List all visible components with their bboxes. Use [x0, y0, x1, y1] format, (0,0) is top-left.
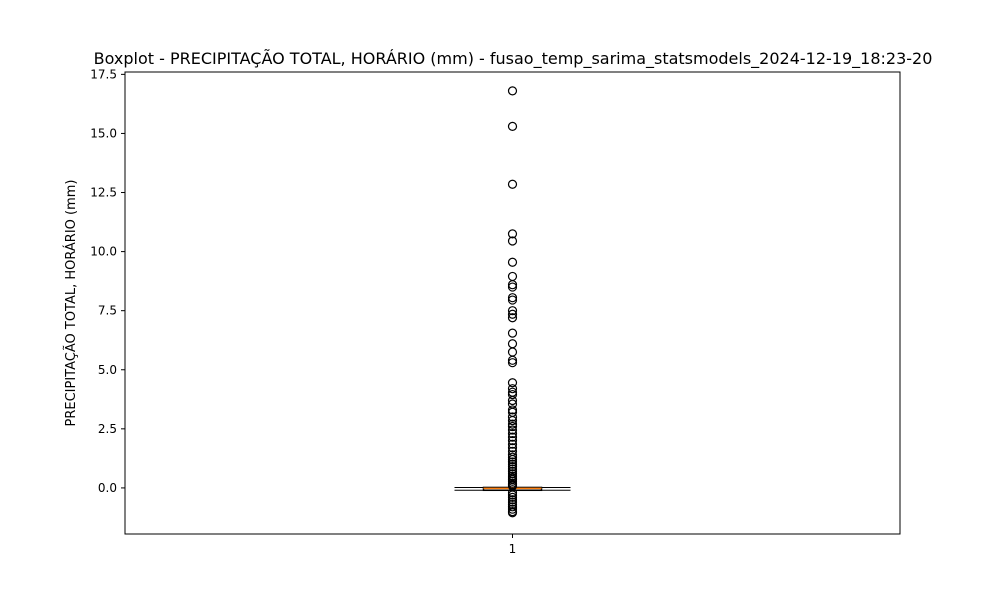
outlier-point: [507, 488, 518, 498]
outlier-point: [507, 495, 518, 505]
outlier-point: [507, 452, 518, 462]
outlier-point: [507, 282, 518, 292]
outlier-point: [507, 295, 518, 305]
outlier-point: [507, 497, 518, 507]
outlier-point: [507, 490, 518, 500]
outlier-point: [507, 450, 518, 460]
outlier-point: [507, 236, 518, 246]
outlier-point: [507, 454, 518, 465]
outlier-point: [507, 432, 518, 442]
chart-title: Boxplot - PRECIPITAÇÃO TOTAL, HORÁRIO (m…: [94, 49, 933, 69]
outlier-point: [507, 464, 518, 474]
outlier-point: [507, 271, 518, 282]
outlier-point: [507, 436, 518, 446]
outlier-point: [507, 229, 518, 239]
outlier-point: [507, 306, 518, 316]
outlier-point: [507, 339, 518, 349]
outlier-point: [507, 328, 518, 338]
outlier-point: [507, 504, 518, 514]
outlier-point: [507, 384, 518, 394]
outlier-point: [507, 86, 518, 96]
x-tick-label: 1: [509, 542, 517, 556]
y-tick-label: 15.0: [90, 126, 117, 140]
outlier-point: [507, 280, 518, 290]
outlier-point: [507, 508, 518, 518]
outlier-point: [507, 355, 518, 365]
outlier-point: [507, 419, 518, 429]
outlier-point: [507, 457, 518, 467]
outlier-point: [507, 412, 518, 422]
outlier-point: [507, 415, 518, 426]
outlier-point: [507, 421, 518, 432]
y-tick-label: 0.0: [98, 481, 117, 495]
outlier-point: [507, 358, 518, 368]
outlier-point: [507, 462, 518, 472]
outlier-point: [507, 428, 518, 439]
outlier-point: [507, 459, 518, 469]
outlier-point: [507, 309, 518, 319]
y-tick-label: 10.0: [90, 245, 117, 259]
y-tick-label: 17.5: [90, 67, 117, 81]
plot-area: [454, 86, 571, 518]
outlier-point: [507, 313, 518, 323]
outlier-point: [507, 121, 518, 131]
outlier-point: [507, 179, 518, 189]
outlier-point: [507, 425, 518, 435]
y-tick-label: 12.5: [90, 186, 117, 200]
outlier-point: [507, 347, 518, 357]
outlier-point: [507, 481, 518, 491]
axes: 0.0 2.5 5.0 7.5 10.0 12.5 15.0 17.5 1: [90, 67, 901, 556]
outlier-point: [507, 378, 518, 388]
y-tick-label: 2.5: [98, 422, 117, 436]
outlier-point: [507, 257, 518, 267]
y-tick-label: 5.0: [98, 363, 117, 377]
outlier-point: [507, 502, 518, 512]
y-axis-label: PRECIPITAÇÃO TOTAL, HORÁRIO (mm): [63, 180, 79, 427]
outlier-point: [507, 439, 518, 449]
outlier-point: [507, 492, 518, 502]
outlier-point: [507, 405, 518, 415]
outlier-point: [507, 389, 518, 400]
outlier-point: [507, 395, 518, 406]
y-tick-label: 7.5: [98, 304, 117, 318]
outlier-point: [507, 443, 518, 453]
outlier-point: [507, 293, 518, 303]
